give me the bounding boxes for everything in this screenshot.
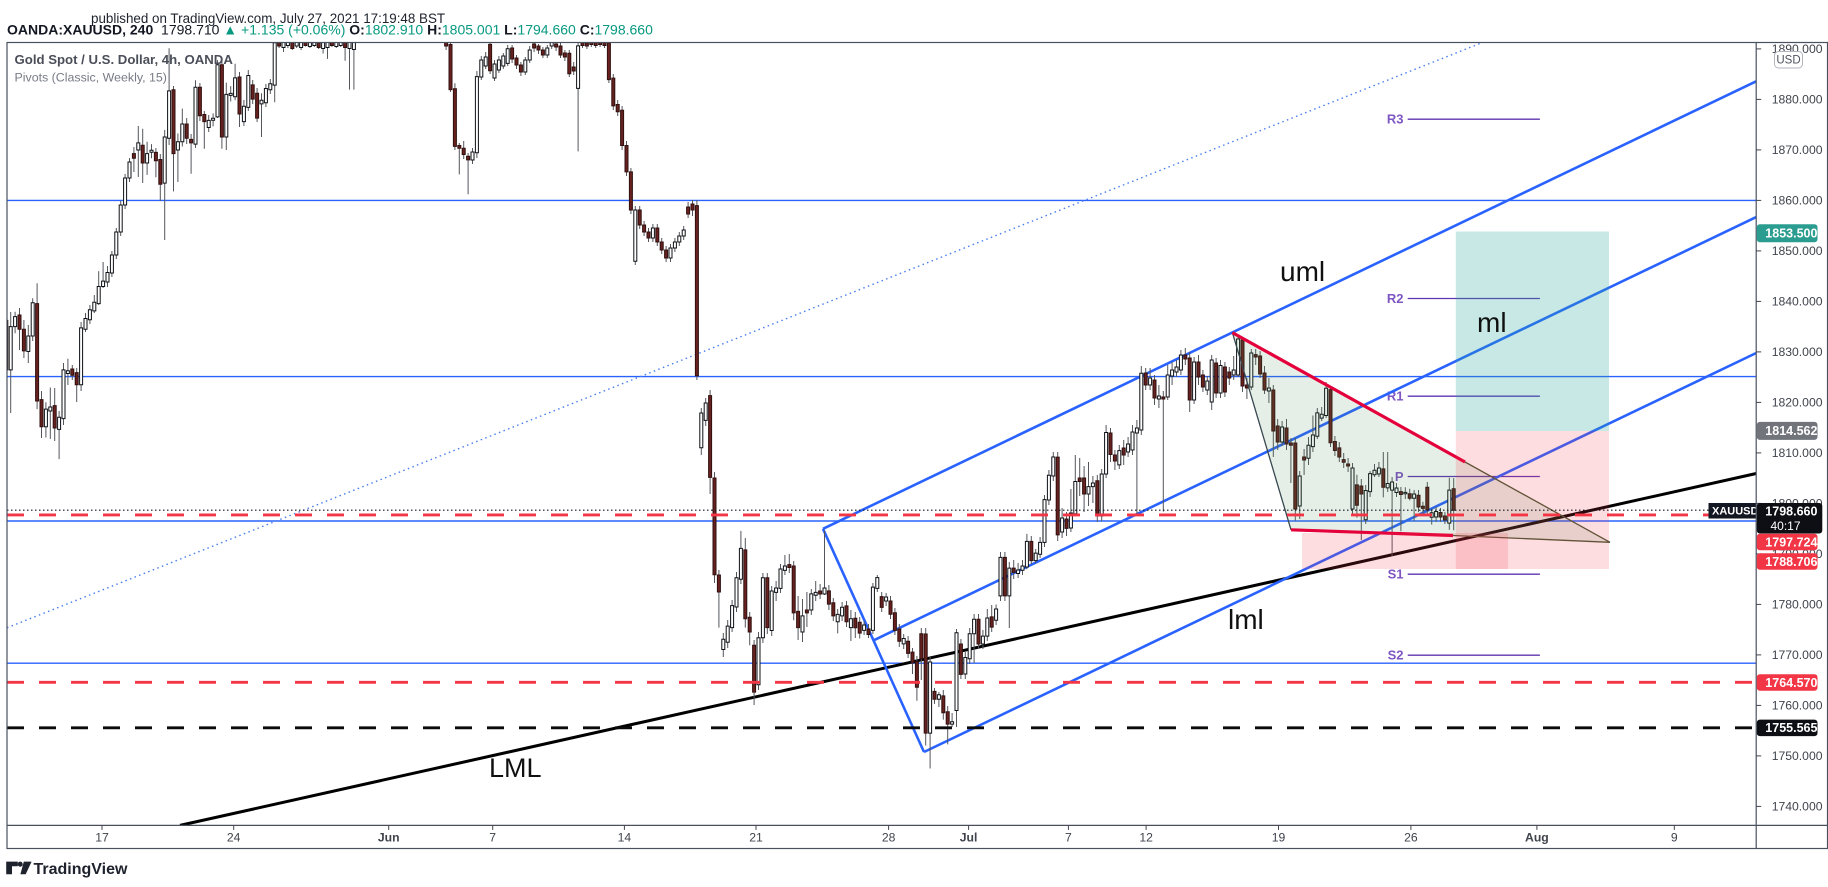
svg-text:Jul: Jul	[960, 831, 978, 845]
svg-text:XAUUSD: XAUUSD	[1712, 506, 1759, 518]
svg-text:uml: uml	[1280, 256, 1325, 287]
svg-text:26: 26	[1404, 831, 1418, 845]
svg-text:1788.706: 1788.706	[1765, 555, 1817, 569]
svg-text:7: 7	[489, 831, 496, 845]
svg-text:S1: S1	[1388, 567, 1404, 582]
svg-text:ml: ml	[1477, 307, 1507, 338]
svg-text:1740.000: 1740.000	[1772, 800, 1823, 814]
svg-text:1870.000: 1870.000	[1772, 143, 1823, 157]
svg-text:1797.724: 1797.724	[1765, 535, 1817, 549]
svg-text:1810.000: 1810.000	[1772, 446, 1823, 460]
svg-text:1770.000: 1770.000	[1772, 648, 1823, 662]
svg-text:Gold Spot / U.S. Dollar, 4h, O: Gold Spot / U.S. Dollar, 4h, OANDA	[15, 52, 234, 67]
svg-text:published on TradingView.com,: published on TradingView.com, July 27, 2…	[91, 11, 445, 26]
svg-text:1764.570: 1764.570	[1765, 676, 1817, 690]
svg-text:1780.000: 1780.000	[1772, 598, 1823, 612]
svg-text:lml: lml	[1228, 604, 1264, 635]
svg-text:LML: LML	[489, 753, 542, 783]
svg-text:1850.000: 1850.000	[1772, 244, 1823, 258]
svg-text:TradingView: TradingView	[34, 861, 129, 878]
svg-text:7: 7	[1065, 831, 1072, 845]
svg-text:R2: R2	[1387, 291, 1404, 306]
svg-text:1860.000: 1860.000	[1772, 194, 1823, 208]
svg-text:USD: USD	[1776, 55, 1800, 67]
svg-text:1798.660: 1798.660	[1765, 504, 1817, 518]
svg-text:1750.000: 1750.000	[1772, 749, 1823, 763]
svg-text:R3: R3	[1387, 112, 1404, 127]
svg-text:1820.000: 1820.000	[1772, 396, 1823, 410]
svg-text:9: 9	[1671, 831, 1678, 845]
svg-text:Pivots (Classic, Weekly, 15): Pivots (Classic, Weekly, 15)	[15, 71, 167, 85]
svg-text:1840.000: 1840.000	[1772, 295, 1823, 309]
svg-text:28: 28	[882, 831, 896, 845]
svg-text:1814.562: 1814.562	[1765, 424, 1817, 438]
svg-text:OANDA:XAUUSD, 240 1798.710 ▲: OANDA:XAUUSD, 240 1798.710 ▲ +1.135 (+0.…	[7, 22, 653, 38]
svg-text:40:17: 40:17	[1771, 519, 1801, 533]
svg-text:17: 17	[95, 831, 109, 845]
svg-text:14: 14	[618, 831, 632, 845]
svg-text:1880.000: 1880.000	[1772, 93, 1823, 107]
svg-text:1760.000: 1760.000	[1772, 699, 1823, 713]
svg-text:Jun: Jun	[378, 831, 400, 845]
svg-text:19: 19	[1272, 831, 1286, 845]
svg-text:Aug: Aug	[1525, 831, 1549, 845]
svg-text:21: 21	[749, 831, 763, 845]
svg-text:1853.500: 1853.500	[1765, 227, 1817, 241]
svg-text:P: P	[1395, 469, 1404, 484]
svg-text:12: 12	[1139, 831, 1153, 845]
svg-text:1830.000: 1830.000	[1772, 345, 1823, 359]
svg-text:1755.565: 1755.565	[1765, 721, 1817, 735]
svg-text:24: 24	[227, 831, 241, 845]
svg-text:S2: S2	[1388, 648, 1404, 663]
